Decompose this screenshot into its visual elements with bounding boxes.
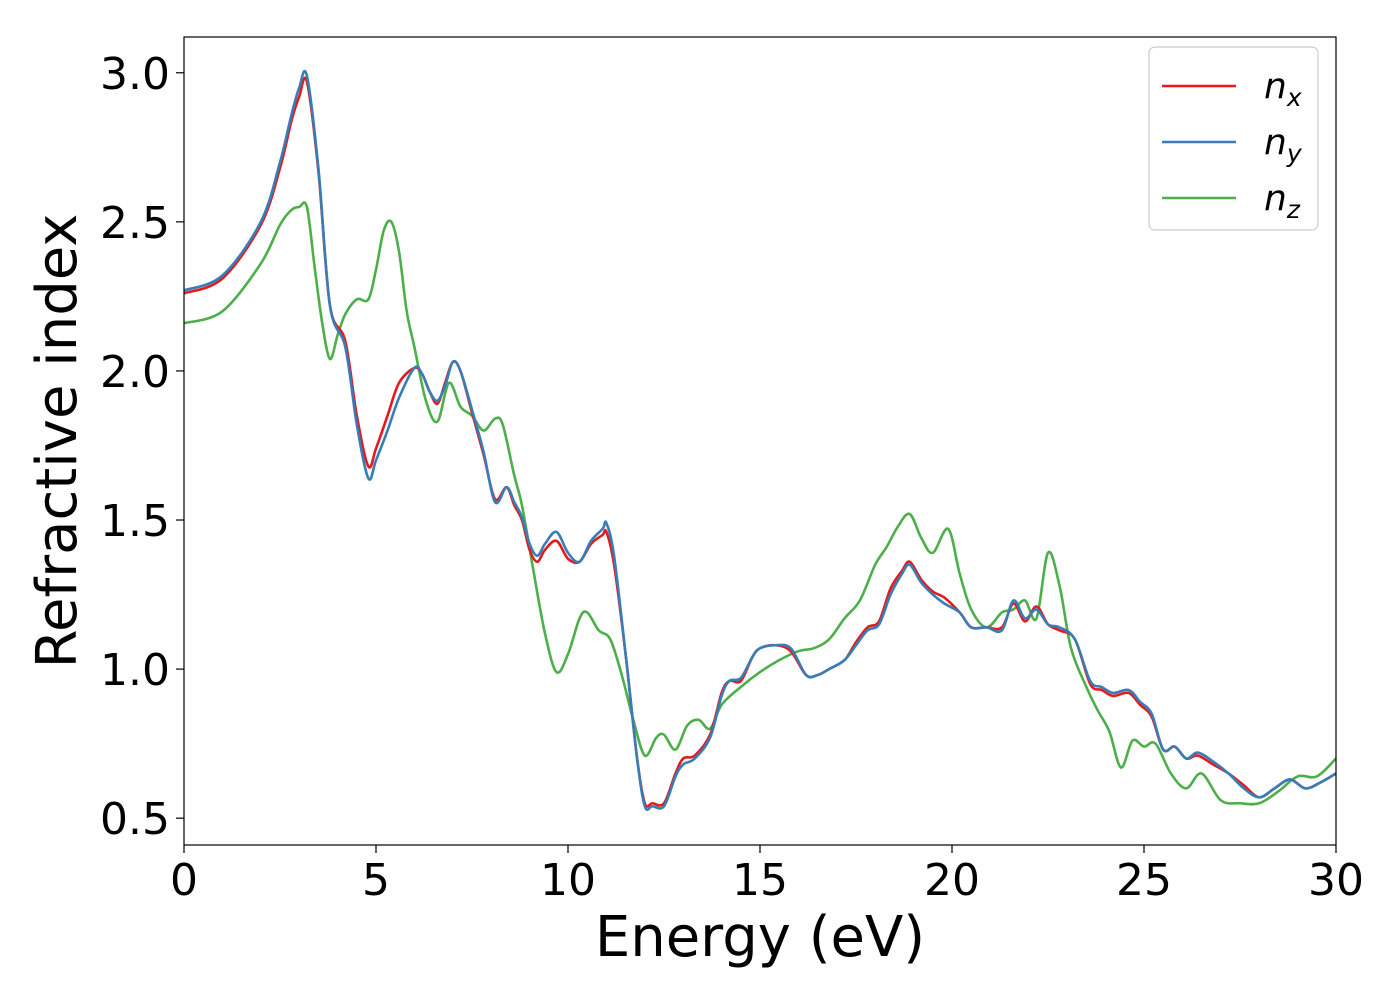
y-axis-label: Refractive index bbox=[25, 214, 90, 669]
x-tick-label: 20 bbox=[924, 855, 980, 906]
y-axis-ticks: 0.5 1.0 1.5 2.0 2.5 3.0 bbox=[100, 49, 184, 845]
legend-entries: nx ny nz bbox=[1162, 66, 1303, 224]
series-line-ny bbox=[184, 69, 1336, 812]
x-tick-label: 5 bbox=[362, 855, 390, 906]
y-tick-label: 2.5 bbox=[100, 198, 170, 249]
x-axis-ticks: 0 5 10 15 20 25 30 bbox=[170, 845, 1364, 906]
x-tick-label: 30 bbox=[1308, 855, 1364, 906]
legend-box bbox=[1148, 46, 1319, 231]
legend-label-nz: nz bbox=[1264, 178, 1301, 224]
legend-label-nx: nx bbox=[1264, 66, 1302, 112]
y-tick-label: 3.0 bbox=[100, 49, 170, 100]
series-line-nz bbox=[184, 201, 1336, 806]
x-tick-label: 15 bbox=[732, 855, 788, 906]
x-axis-label: Energy (eV) bbox=[595, 905, 925, 970]
y-tick-label: 1.0 bbox=[100, 645, 170, 696]
y-tick-label: 2.0 bbox=[100, 347, 170, 398]
y-tick-label: 0.5 bbox=[100, 794, 170, 845]
y-tick-label: 1.5 bbox=[100, 496, 170, 547]
series-layer bbox=[184, 69, 1336, 812]
legend-label-ny: ny bbox=[1264, 122, 1303, 168]
x-tick-label: 25 bbox=[1116, 855, 1172, 906]
x-tick-label: 0 bbox=[170, 855, 198, 906]
legend: nx ny nz bbox=[1148, 46, 1319, 231]
x-tick-label: 10 bbox=[540, 855, 596, 906]
